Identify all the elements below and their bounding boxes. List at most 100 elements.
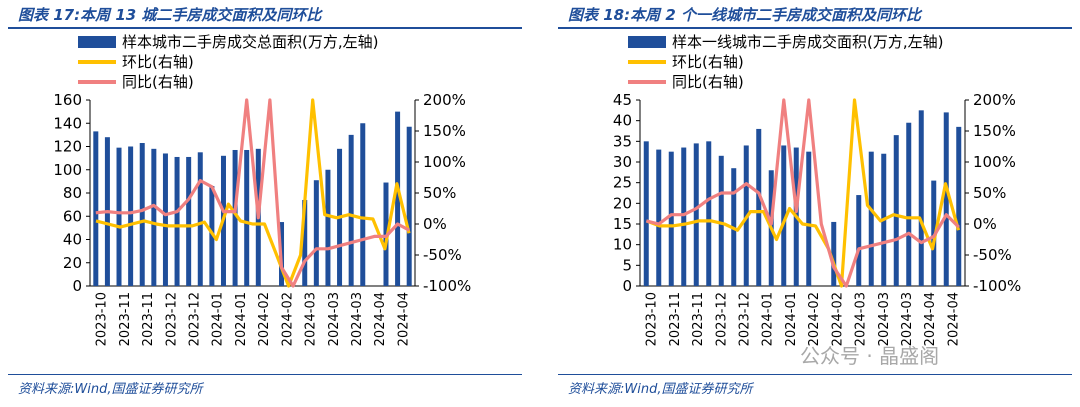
x-tick-label: 2023-10 xyxy=(645,292,660,346)
mom-line xyxy=(95,98,411,288)
left-tick-label: 120 xyxy=(53,138,82,156)
bar xyxy=(893,135,899,286)
legend-label: 样本一线城市二手房成交面积(万方,左轴) xyxy=(672,33,943,51)
x-tick-label: 2024-02 xyxy=(280,292,295,346)
bar xyxy=(831,221,837,286)
left-tick-label: 0 xyxy=(622,277,632,295)
x-tick-label: 2024-03 xyxy=(350,292,365,346)
bar xyxy=(325,169,331,286)
bar xyxy=(406,126,412,286)
legend-swatch-bar xyxy=(78,36,116,48)
bar xyxy=(906,122,912,286)
bar xyxy=(232,149,238,286)
figure-title: 图表 18:本周 2 个一线城市二手房成交面积及同环比 xyxy=(568,6,921,24)
legend-label: 同比(右轴) xyxy=(672,73,744,91)
watermark: 公众号 · 晶盛阁 xyxy=(800,344,940,368)
x-tick-label: 2023-11 xyxy=(118,292,133,346)
footer-rule xyxy=(8,374,522,375)
bar xyxy=(856,195,862,286)
left-tick-label: 140 xyxy=(53,114,82,132)
x-tick-label: 2023-11 xyxy=(691,292,706,346)
legend-label: 同比(右轴) xyxy=(122,73,194,91)
left-tick-label: 5 xyxy=(622,256,632,274)
right-tick-label: -50% xyxy=(423,246,462,264)
right-tick-label: 200% xyxy=(423,91,466,109)
left-tick-label: 45 xyxy=(613,91,632,109)
legend-label: 样本城市二手房成交总面积(万方,左轴) xyxy=(122,33,378,51)
yoy-line xyxy=(645,98,960,288)
bar xyxy=(128,146,134,286)
title-rule xyxy=(558,27,1072,29)
bar xyxy=(943,112,949,287)
right-tick-label: -50% xyxy=(973,246,1012,264)
left-tick-label: 60 xyxy=(63,207,82,225)
legend-label: 环比(右轴) xyxy=(672,53,744,71)
bar xyxy=(656,149,662,286)
right-tick-label: -100% xyxy=(423,277,471,295)
left-tick-label: 15 xyxy=(613,215,632,233)
yoy-line xyxy=(95,98,410,288)
source-note: 资料来源:Wind,国盛证券研究所 xyxy=(18,382,203,397)
right-tick-label: 150% xyxy=(973,122,1016,140)
x-tick-label: 2024-01 xyxy=(234,292,249,346)
chart-svg-right: 样本一线城市二手房成交面积(万方,左轴) 环比(右轴) 同比(右轴) 0 5 10 15 20… xyxy=(613,33,1021,346)
chart-panel-left: 图表 17:本周 13 城二手房成交面积及同环比 样本城市二手房成交总面积(万方… xyxy=(0,0,530,407)
x-tick-label: 2024-02 xyxy=(257,292,272,346)
bar xyxy=(139,143,145,286)
bar xyxy=(693,143,699,286)
right-tick-label: -100% xyxy=(973,277,1021,295)
x-tick-label: 2024-02 xyxy=(807,292,822,346)
right-tick-label: 0% xyxy=(423,215,447,233)
bar xyxy=(93,131,99,286)
x-tick-label: 2024-03 xyxy=(877,292,892,346)
x-tick-label: 2023-12 xyxy=(737,292,752,346)
x-tick-label: 2024-03 xyxy=(900,292,915,346)
bar xyxy=(116,147,122,286)
left-tick-label: 10 xyxy=(613,236,632,254)
bar xyxy=(681,147,687,286)
left-tick-label: 35 xyxy=(613,132,632,150)
right-tick-label: 100% xyxy=(423,153,466,171)
bar xyxy=(395,111,401,286)
bar xyxy=(956,126,962,286)
title-rule xyxy=(8,27,522,29)
x-tick-label: 2023-12 xyxy=(187,292,202,346)
x-tick-label: 2024-04 xyxy=(396,292,411,346)
bar xyxy=(806,151,812,286)
chart-panel-right: 图表 18:本周 2 个一线城市二手房成交面积及同环比 样本一线城市二手房成交面… xyxy=(550,0,1080,407)
bar xyxy=(360,123,366,286)
bar xyxy=(756,128,762,286)
mom-line xyxy=(645,98,961,288)
bar xyxy=(162,153,168,286)
bar xyxy=(706,141,712,286)
left-tick-label: 30 xyxy=(613,153,632,171)
right-tick-label: 50% xyxy=(423,184,456,202)
left-tick-label: 40 xyxy=(613,112,632,130)
bar xyxy=(244,149,250,286)
x-tick-label: 2024-01 xyxy=(211,292,226,346)
left-tick-label: 40 xyxy=(63,231,82,249)
bar xyxy=(197,152,203,286)
left-tick-label: 20 xyxy=(613,194,632,212)
x-tick-label: 2024-04 xyxy=(946,292,961,346)
bar xyxy=(186,156,192,286)
x-tick-label: 2023-11 xyxy=(141,292,156,346)
x-tick-label: 2023-10 xyxy=(95,292,110,346)
left-tick-label: 160 xyxy=(53,91,82,109)
right-tick-label: 0% xyxy=(973,215,997,233)
x-tick-label: 2024-01 xyxy=(784,292,799,346)
right-tick-label: 50% xyxy=(973,184,1006,202)
footer-rule xyxy=(558,374,1072,375)
x-tick-label: 2024-04 xyxy=(923,292,938,346)
bar xyxy=(718,155,724,286)
bar xyxy=(781,145,787,286)
left-tick-label: 80 xyxy=(63,184,82,202)
bar xyxy=(868,151,874,286)
bar xyxy=(918,110,924,286)
x-tick-label: 2024-02 xyxy=(830,292,845,346)
x-tick-label: 2024-03 xyxy=(854,292,869,346)
bar xyxy=(348,134,354,286)
chart-svg-left: 样本城市二手房成交总面积(万方,左轴) 环比(右轴) 同比(右轴) 0 20 40 60 80… xyxy=(53,33,471,346)
bar xyxy=(302,199,308,286)
bar xyxy=(151,148,157,286)
